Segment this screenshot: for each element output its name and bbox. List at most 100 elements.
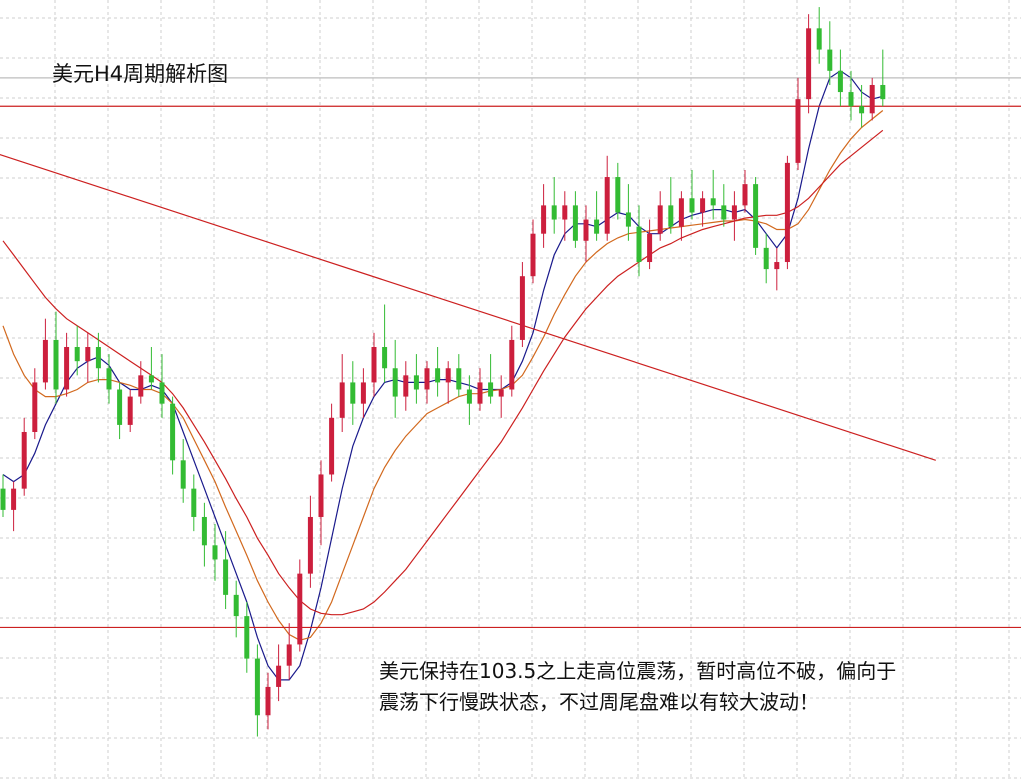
moving-average-line-3	[2, 129, 884, 616]
candle-body	[265, 686, 271, 716]
candle-body	[742, 184, 748, 206]
candle-body	[753, 184, 759, 248]
candle-body	[880, 84, 886, 100]
moving-average-line-2	[2, 110, 884, 641]
candle	[710, 169, 716, 220]
candle	[795, 77, 801, 170]
candle	[530, 219, 536, 284]
candle-body	[339, 382, 345, 418]
candle-body	[466, 389, 472, 404]
candle	[657, 191, 663, 241]
candle-body	[212, 545, 218, 560]
candle-body	[445, 368, 451, 383]
candle	[488, 354, 494, 404]
candle-body	[721, 205, 727, 220]
candle	[307, 495, 313, 588]
candle-body	[329, 417, 335, 475]
candle-body	[95, 347, 101, 369]
candle-body	[647, 233, 653, 263]
commentary-line-1: 美元保持在103.5之上走高位震荡，暂时高位不破，偏向于	[379, 659, 897, 683]
candle	[117, 382, 123, 440]
candle	[435, 347, 441, 397]
candle	[604, 155, 610, 241]
candle	[647, 219, 653, 270]
candle-body	[350, 382, 356, 404]
candle-body	[74, 347, 80, 362]
candle	[848, 70, 854, 121]
candle-body	[572, 205, 578, 241]
candle	[774, 247, 780, 291]
candle-body	[731, 205, 737, 220]
candle-body	[254, 658, 260, 716]
candle	[191, 474, 197, 532]
candle	[784, 155, 790, 270]
candle-body	[541, 205, 547, 234]
candle	[816, 7, 822, 64]
candle-body	[42, 339, 48, 383]
candle	[477, 368, 483, 411]
candle-body	[710, 198, 716, 206]
candle	[509, 325, 515, 397]
candle	[583, 205, 589, 263]
candle-body	[583, 219, 589, 241]
candle	[297, 559, 303, 652]
candle	[551, 177, 557, 234]
candle-body	[424, 368, 430, 390]
chart-title: 美元H4周期解析图	[52, 62, 229, 86]
candle	[445, 361, 451, 404]
candle	[42, 318, 48, 390]
candle-body	[191, 488, 197, 517]
candle-body	[286, 644, 292, 666]
candle-body	[318, 474, 324, 517]
candle-body	[678, 198, 684, 227]
candle-body	[784, 162, 790, 263]
candle-body	[615, 177, 621, 213]
candle-body	[848, 92, 854, 107]
moving-average-line-1	[2, 70, 883, 681]
candle	[180, 439, 186, 503]
candle	[159, 354, 165, 418]
candle-body	[859, 106, 865, 114]
candle-body	[297, 573, 303, 645]
candle-body	[106, 368, 112, 390]
candles	[0, 7, 886, 737]
candle	[371, 332, 377, 397]
candle-body	[435, 368, 441, 383]
candle-body	[170, 403, 176, 461]
candle-body	[64, 347, 70, 390]
candle	[212, 524, 218, 581]
candle-body	[562, 205, 568, 220]
candle-body	[382, 347, 388, 369]
candle-body	[32, 382, 38, 432]
candle	[0, 474, 6, 517]
candle-body	[488, 382, 494, 397]
candle	[678, 191, 684, 241]
candle	[21, 417, 27, 496]
candle	[32, 368, 38, 440]
candle-body	[0, 488, 6, 510]
candle	[668, 177, 674, 234]
candle	[233, 580, 239, 638]
commentary-line-2: 震荡下行慢跌状态，不过周尾盘难以有较大波动！	[379, 690, 819, 714]
candle	[869, 77, 875, 121]
candle	[201, 502, 207, 567]
candle-body	[806, 28, 812, 100]
candle-body	[233, 594, 239, 617]
candle	[254, 644, 260, 737]
candle-body	[530, 233, 536, 277]
candle-body	[159, 382, 165, 404]
candle	[223, 531, 229, 610]
candle	[53, 311, 59, 404]
candle	[466, 375, 472, 425]
candle-body	[392, 368, 398, 397]
candle	[244, 601, 250, 673]
candle-body	[148, 375, 154, 383]
candle	[286, 623, 292, 680]
candle	[148, 347, 154, 390]
candle-body	[456, 368, 462, 390]
candle	[265, 672, 271, 730]
candle	[106, 354, 112, 404]
candle-body	[689, 198, 695, 213]
